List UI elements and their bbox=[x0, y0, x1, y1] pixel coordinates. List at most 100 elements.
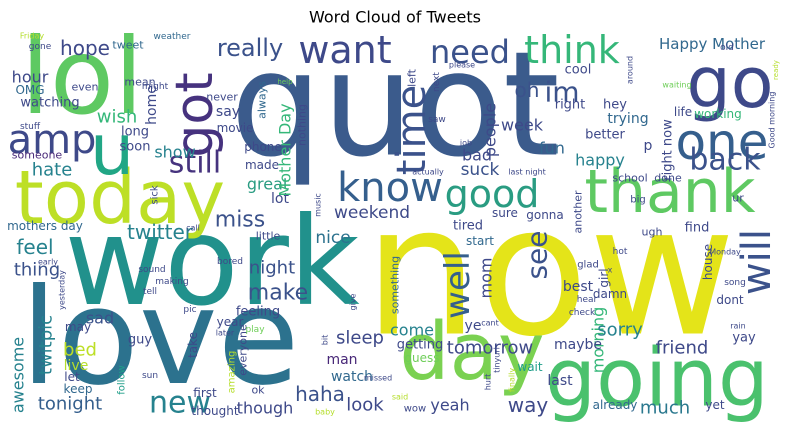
word: might bbox=[142, 82, 169, 92]
word: already bbox=[593, 398, 638, 412]
word: always bbox=[256, 81, 269, 119]
word: house bbox=[701, 244, 715, 280]
word: phone bbox=[244, 140, 282, 154]
word: yeah bbox=[430, 396, 469, 415]
word: new bbox=[149, 386, 211, 421]
word: bit bbox=[321, 335, 330, 345]
word: thing bbox=[14, 260, 60, 281]
word: fun bbox=[539, 139, 565, 158]
word: missed bbox=[364, 374, 392, 383]
word: oh bbox=[515, 78, 540, 102]
word: let bbox=[64, 370, 80, 384]
word: best bbox=[563, 279, 594, 295]
word: sorry bbox=[597, 320, 643, 341]
word: left bbox=[406, 68, 419, 87]
word: rain bbox=[730, 322, 745, 331]
word: waiting bbox=[662, 81, 691, 90]
word: think bbox=[524, 28, 620, 72]
word: twitter bbox=[127, 220, 194, 244]
word: find bbox=[685, 221, 710, 236]
word: tired bbox=[453, 219, 483, 234]
word: night bbox=[249, 258, 295, 279]
word: tell bbox=[143, 287, 157, 297]
word: weekend bbox=[334, 203, 410, 223]
word: long bbox=[121, 125, 149, 140]
word: going bbox=[545, 332, 768, 425]
word: soon bbox=[120, 140, 151, 155]
word: take bbox=[186, 332, 200, 358]
word: sure bbox=[492, 206, 518, 220]
word: ur bbox=[732, 192, 744, 205]
word: come bbox=[390, 321, 434, 340]
word: Mother Day bbox=[276, 103, 295, 196]
word: follow bbox=[117, 365, 128, 395]
word: working bbox=[694, 107, 742, 121]
word: cool bbox=[565, 63, 592, 78]
chart-title: Word Cloud of Tweets bbox=[309, 8, 481, 27]
word: will bbox=[734, 229, 780, 295]
word: someone bbox=[12, 149, 63, 162]
word: big bbox=[630, 195, 645, 206]
word: made bbox=[245, 158, 279, 172]
word: ok bbox=[251, 384, 265, 397]
word: look bbox=[346, 395, 384, 416]
word: hey bbox=[603, 98, 627, 113]
word: need bbox=[430, 33, 510, 71]
word: early bbox=[38, 258, 58, 267]
word: right bbox=[555, 98, 586, 113]
word: wow bbox=[404, 404, 426, 415]
word: another bbox=[572, 190, 585, 233]
word: movie bbox=[217, 121, 254, 135]
word: baby bbox=[315, 408, 335, 417]
word: old bbox=[720, 43, 734, 53]
word: play bbox=[245, 325, 265, 335]
word: hurt bbox=[484, 374, 493, 391]
word: feeling bbox=[236, 305, 280, 320]
word: next bbox=[432, 72, 442, 92]
word: yesterday bbox=[58, 270, 67, 310]
word: wish bbox=[97, 107, 138, 128]
word: feel bbox=[16, 235, 53, 259]
word: job bbox=[459, 139, 472, 148]
word: check bbox=[569, 308, 596, 318]
word: good bbox=[445, 172, 540, 216]
word: great bbox=[247, 175, 289, 194]
word: Happy Mother bbox=[659, 35, 766, 53]
word: maybe bbox=[554, 337, 602, 353]
word: bad bbox=[462, 146, 492, 165]
word: say bbox=[216, 104, 240, 120]
word: actually bbox=[412, 168, 444, 177]
word: miss bbox=[215, 208, 265, 233]
word: finally bbox=[508, 368, 517, 392]
word: still bbox=[169, 146, 221, 181]
word: mothers day bbox=[7, 219, 83, 233]
word: even bbox=[71, 81, 98, 94]
word: weather bbox=[154, 32, 191, 42]
word: day bbox=[399, 306, 544, 398]
word: keep bbox=[64, 382, 93, 396]
word: morning bbox=[589, 307, 608, 374]
word: now bbox=[364, 168, 735, 377]
word: saw bbox=[428, 115, 446, 125]
word: wait bbox=[517, 360, 543, 374]
word: tonight bbox=[38, 394, 102, 415]
word: haha bbox=[295, 382, 345, 406]
word: bed bbox=[63, 340, 97, 361]
word: really bbox=[217, 34, 283, 62]
word: hope bbox=[60, 36, 110, 60]
word: x bbox=[608, 266, 613, 275]
word: please bbox=[449, 61, 475, 70]
word: people bbox=[481, 103, 500, 157]
word: school bbox=[612, 172, 647, 185]
word: today bbox=[15, 155, 225, 241]
word: year bbox=[217, 315, 244, 329]
word: twitpic bbox=[36, 315, 57, 375]
word: watching bbox=[20, 96, 79, 111]
word: week bbox=[501, 116, 544, 135]
word: pic bbox=[183, 305, 196, 315]
word: guess bbox=[404, 351, 439, 365]
word: ye bbox=[465, 318, 482, 334]
word: damn bbox=[593, 287, 627, 301]
word: ready bbox=[772, 60, 780, 80]
